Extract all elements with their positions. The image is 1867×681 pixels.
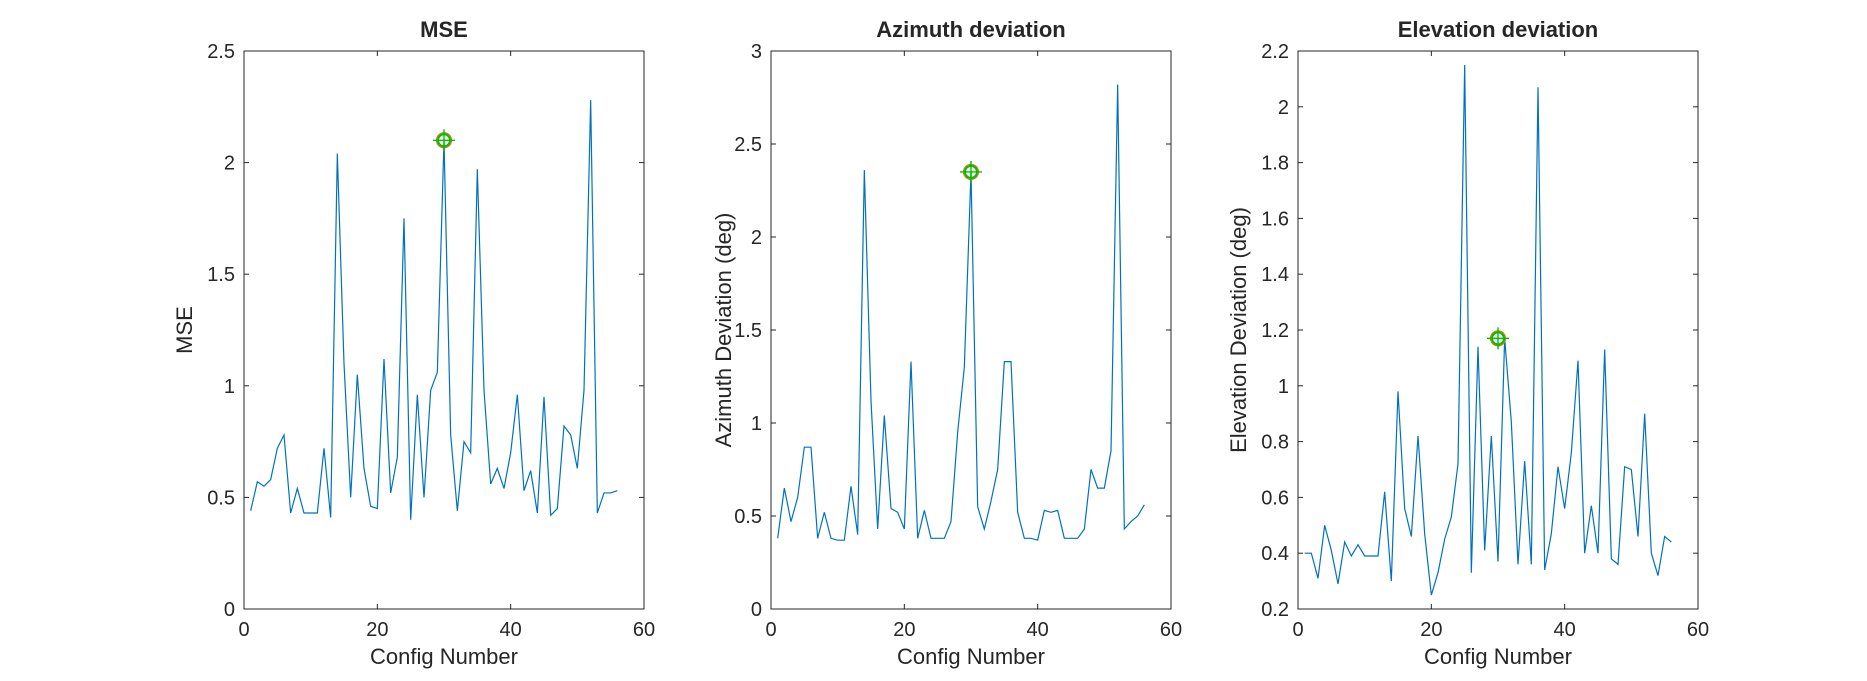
y-tick-label: 2.5 xyxy=(207,41,235,63)
y-tick-label: 0.5 xyxy=(207,487,235,509)
x-tick-label: 0 xyxy=(238,619,249,641)
chart-title: Elevation deviation xyxy=(1398,17,1599,42)
y-tick-label: 1.6 xyxy=(1261,208,1289,230)
y-tick-label: 1.2 xyxy=(1261,320,1289,342)
ticks: 0 20 40 60 0 0.5 1 1.5 2 2.5 xyxy=(207,41,655,641)
y-tick-label: 0.6 xyxy=(1261,487,1289,509)
ticks: 0 20 40 60 0 0.5 1 1.5 2 2.5 3 xyxy=(734,41,1182,641)
x-tick-label: 20 xyxy=(1420,619,1442,641)
x-tick-label: 20 xyxy=(366,619,388,641)
subplot-azimuth: 0 20 40 60 0 0.5 1 1.5 2 2.5 3 Azimuth deviation C… xyxy=(711,17,1182,669)
axes-box xyxy=(770,50,1172,610)
axes-box xyxy=(1297,50,1699,610)
y-tick-label: 1.5 xyxy=(207,264,235,286)
x-tick-label: 40 xyxy=(500,619,522,641)
axes-box xyxy=(243,50,645,610)
chart-title: MSE xyxy=(420,17,468,42)
x-tick-label: 60 xyxy=(1687,619,1709,641)
subplot-mse: 0 20 40 60 0 0.5 1 1.5 2 2.5 MSE Config Number MS… xyxy=(172,17,655,669)
ticks: 0 20 40 60 0.2 0.4 0.6 0.8 1 1.2 1.4 1.6 1.8 2 2.2 xyxy=(1261,41,1709,641)
y-tick-label: 0.2 xyxy=(1261,599,1289,621)
y-tick-label: 1 xyxy=(751,413,762,435)
y-tick-label: 0.8 xyxy=(1261,432,1289,454)
series-line xyxy=(250,100,618,520)
highlight-marker xyxy=(1487,327,1509,350)
chart-title: Azimuth deviation xyxy=(876,17,1065,42)
y-tick-label: 1.5 xyxy=(734,320,762,342)
y-tick-label: 0 xyxy=(224,599,235,621)
y-tick-label: 2 xyxy=(224,153,235,175)
y-axis-label: MSE xyxy=(172,306,197,354)
y-tick-label: 0.5 xyxy=(734,506,762,528)
x-tick-label: 40 xyxy=(1554,619,1576,641)
x-tick-label: 0 xyxy=(765,619,776,641)
y-tick-label: 0.4 xyxy=(1261,543,1289,565)
highlight-marker xyxy=(960,160,982,183)
y-axis-label: Elevation Deviation (deg) xyxy=(1226,207,1251,453)
y-tick-label: 3 xyxy=(751,41,762,63)
y-tick-label: 0 xyxy=(751,599,762,621)
x-tick-label: 40 xyxy=(1027,619,1049,641)
y-tick-label: 1 xyxy=(224,376,235,398)
y-axis-label: Azimuth Deviation (deg) xyxy=(711,213,736,448)
y-tick-label: 1 xyxy=(1278,376,1289,398)
plot-area xyxy=(771,51,1171,609)
x-axis-label: Config Number xyxy=(897,644,1045,669)
x-tick-label: 60 xyxy=(633,619,655,641)
y-tick-label: 1.4 xyxy=(1261,264,1289,286)
x-tick-label: 60 xyxy=(1160,619,1182,641)
highlight-marker xyxy=(433,129,455,152)
x-axis-label: Config Number xyxy=(370,644,518,669)
x-tick-label: 0 xyxy=(1292,619,1303,641)
y-tick-label: 2.2 xyxy=(1261,41,1289,63)
series-line xyxy=(1304,64,1672,596)
y-tick-label: 2 xyxy=(1278,97,1289,119)
y-tick-label: 2.5 xyxy=(734,134,762,156)
series-line xyxy=(777,84,1145,541)
x-tick-label: 20 xyxy=(893,619,915,641)
subplot-elevation: 0 20 40 60 0.2 0.4 0.6 0.8 1 1.2 1.4 1.6 1.8 2 2.2 Ele… xyxy=(1226,17,1709,669)
x-axis-label: Config Number xyxy=(1424,644,1572,669)
y-tick-label: 2 xyxy=(751,227,762,249)
y-tick-label: 1.8 xyxy=(1261,153,1289,175)
